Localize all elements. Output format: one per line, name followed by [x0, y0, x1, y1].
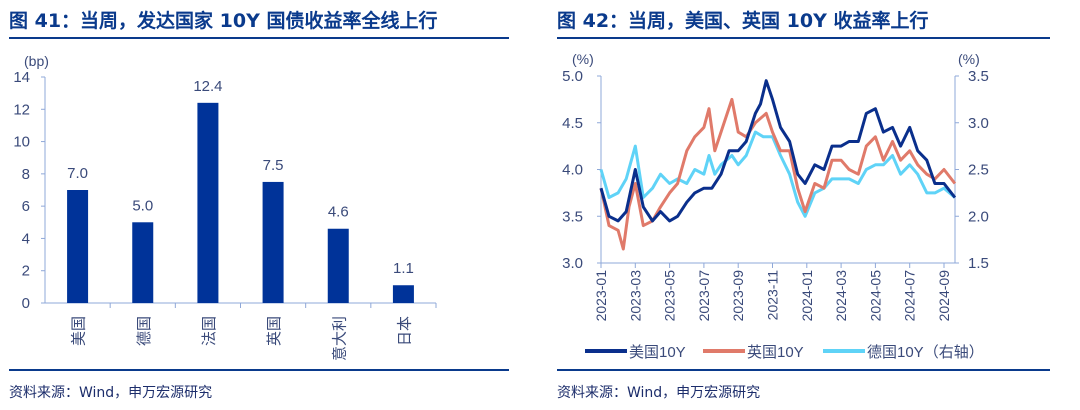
- data-label: 7.0: [67, 165, 88, 182]
- source-note: 资料来源：Wind，申万宏源研究: [9, 385, 213, 401]
- footer-rule: [9, 369, 509, 371]
- left-axis-unit: (%): [572, 51, 594, 67]
- y-tick-label: 14: [13, 69, 30, 86]
- right-y-tick-label: 2.0: [968, 208, 989, 225]
- left-y-tick-label: 5.0: [562, 68, 583, 85]
- bar-美国: [67, 190, 89, 303]
- left-y-tick-label: 3.5: [562, 208, 583, 225]
- x-tick-label: 2023-07: [696, 270, 712, 322]
- bar-英国: [262, 181, 284, 303]
- x-tick-label: 2024-05: [867, 270, 883, 322]
- x-tick-label: 英国: [265, 316, 283, 346]
- title-rule: [9, 37, 509, 39]
- left-y-tick-label: 4.5: [562, 115, 583, 132]
- left-y-tick-label: 4.0: [562, 162, 583, 179]
- right-y-tick-label: 2.5: [968, 162, 989, 179]
- x-tick-label: 2023-11: [765, 270, 781, 321]
- legend-label: 美国10Y: [629, 344, 686, 361]
- x-tick-label: 2024-03: [833, 270, 849, 322]
- x-tick-label: 意大利: [330, 316, 348, 361]
- x-tick-label: 日本: [396, 316, 413, 346]
- right-y-tick-label: 3.5: [968, 68, 989, 85]
- legend-label: 德国10Y（右轴）: [867, 343, 984, 361]
- y-tick-label: 6: [22, 198, 30, 215]
- x-tick-label: 法国: [201, 316, 218, 346]
- legend-label: 英国10Y: [747, 343, 804, 361]
- y-axis-unit: (bp): [24, 53, 49, 69]
- x-tick-label: 2023-01: [593, 270, 609, 322]
- bar-德国: [132, 222, 154, 303]
- right-axis-unit: (%): [958, 51, 980, 67]
- x-tick-label: 2024-09: [936, 270, 952, 322]
- bar-日本: [392, 285, 414, 303]
- bar-意大利: [327, 228, 349, 303]
- x-tick-label: 2023-09: [730, 270, 746, 322]
- source-note: 资料来源：Wind，申万宏源研究: [557, 385, 761, 401]
- y-tick-label: 10: [13, 134, 30, 151]
- x-tick-label: 2023-03: [627, 270, 643, 322]
- data-label: 7.5: [263, 157, 284, 174]
- x-tick-label: 2024-01: [799, 270, 815, 322]
- series-line-us: [599, 79, 957, 223]
- y-tick-label: 2: [22, 263, 30, 280]
- right-y-tick-label: 1.5: [968, 255, 989, 272]
- left-y-tick-label: 3.0: [562, 255, 583, 272]
- data-label: 5.0: [132, 197, 153, 214]
- series-line-de: [599, 130, 956, 218]
- data-label: 12.4: [193, 78, 222, 95]
- footer-rule: [557, 369, 1050, 371]
- x-tick-label: 2024-07: [902, 270, 918, 322]
- y-tick-label: 8: [22, 166, 30, 183]
- bar-法国: [197, 102, 219, 303]
- title-rule: [557, 37, 1050, 39]
- figure-41-title: 图 41：当周，发达国家 10Y 国债收益率全线上行: [9, 10, 438, 32]
- data-label: 1.1: [393, 260, 414, 277]
- panel-line-chart: 图 42：当周，美国、英国 10Y 收益率上行 资料来源：Wind，申万宏源研究: [540, 0, 1080, 410]
- x-tick-label: 2023-05: [662, 270, 678, 322]
- data-label: 4.6: [328, 204, 349, 221]
- y-tick-label: 0: [22, 295, 30, 312]
- figure-42-title: 图 42：当周，美国、英国 10Y 收益率上行: [557, 10, 929, 32]
- x-tick-label: 美国: [71, 316, 88, 346]
- panel-bar-chart: 图 41：当周，发达国家 10Y 国债收益率全线上行 资料来源：Wind，申万宏…: [9, 10, 509, 401]
- y-tick-label: 4: [22, 230, 30, 247]
- x-tick-label: 德国: [135, 316, 153, 346]
- y-tick-label: 12: [13, 101, 30, 118]
- right-y-tick-label: 3.0: [968, 115, 989, 132]
